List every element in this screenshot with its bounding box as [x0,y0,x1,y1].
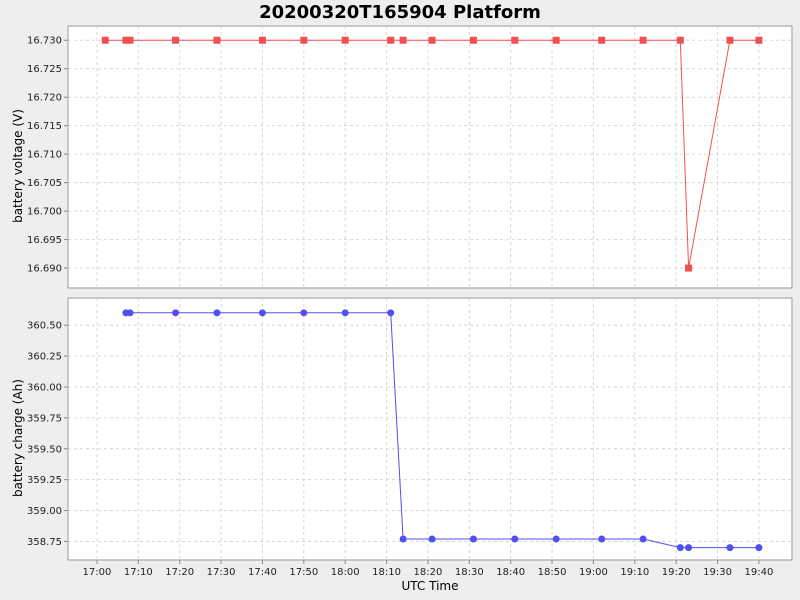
x-tick-label: 19:10 [620,567,649,578]
data-point-marker [399,36,407,44]
charge-series [122,309,763,552]
x-tick-label: 17:30 [207,567,236,578]
data-point-marker [639,36,647,44]
x-tick-label: 18:40 [496,567,525,578]
data-point-marker [552,36,560,44]
data-point-marker [469,535,477,543]
plot-charge-y-ticks: 360.50 360.25 360.00 359.75 359.50 359.25 359.… [27,321,68,548]
plot-voltage-background [67,25,793,289]
y-tick-label: 359.50 [27,444,62,455]
y-tick-label: 359.75 [27,413,62,424]
plot-charge: 360.50 360.25 360.00 359.75 359.50 359.25 359.… [11,297,793,561]
data-point-marker [755,544,763,552]
x-axis-ticks: 17:00 17:10 17:20 17:30 17:40 17:50 18:00 18:10… [83,560,773,578]
x-tick-label: 17:10 [124,567,153,578]
data-point-marker [387,309,395,317]
voltage-series [101,36,763,272]
data-point-marker [101,36,109,44]
plot-charge-background [67,297,793,561]
y-tick-label: 16.695 [27,235,62,246]
data-point-marker [755,36,763,44]
data-point-marker [676,544,684,552]
data-point-marker [428,36,436,44]
data-point-marker [341,36,349,44]
y-tick-label: 16.730 [27,36,62,47]
series-line [105,39,759,269]
data-point-marker [726,36,734,44]
x-tick-label: 19:40 [744,567,773,578]
y-tick-label: 358.75 [27,537,62,548]
plot-voltage-grid [68,26,792,288]
y-tick-label: 16.700 [27,207,62,218]
data-point-marker [387,36,395,44]
data-point-marker [685,544,693,552]
y-tick-label: 16.690 [27,264,62,275]
data-point-marker [341,309,349,317]
x-tick-label: 18:50 [538,567,567,578]
y-tick-label: 16.725 [27,64,62,75]
data-point-marker [172,309,180,317]
data-point-marker [511,36,519,44]
x-tick-label: 18:30 [455,567,484,578]
x-tick-label: 18:00 [331,567,360,578]
y-tick-label: 16.715 [27,121,62,132]
data-point-marker [126,36,134,44]
data-point-marker [552,535,560,543]
data-point-marker [399,535,407,543]
data-point-marker [428,535,436,543]
data-point-marker [511,535,519,543]
data-point-marker [213,36,221,44]
data-point-marker [258,309,266,317]
x-tick-label: 17:50 [289,567,318,578]
data-point-marker [469,36,477,44]
x-tick-label: 17:20 [165,567,194,578]
data-point-marker [598,535,606,543]
x-tick-label: 19:20 [662,567,691,578]
y-axis-label-charge: battery charge (Ah) [11,379,25,497]
data-point-marker [639,535,647,543]
y-tick-label: 360.50 [27,321,62,332]
x-tick-label: 19:00 [579,567,608,578]
x-tick-label: 18:20 [414,567,443,578]
data-point-marker [726,544,734,552]
data-point-marker [258,36,266,44]
data-point-marker [300,36,308,44]
y-tick-label: 359.00 [27,506,62,517]
data-point-marker [213,309,221,317]
plot-voltage: 16.730 16.725 16.720 16.715 16.710 16.705 16.7… [11,25,793,289]
y-tick-label: 16.710 [27,150,62,161]
x-tick-label: 17:40 [248,567,277,578]
y-tick-label: 359.25 [27,475,62,486]
data-point-marker [172,36,180,44]
x-tick-label: 19:30 [703,567,732,578]
data-point-marker [676,36,684,44]
y-tick-label: 16.705 [27,178,62,189]
plot-voltage-y-ticks: 16.730 16.725 16.720 16.715 16.710 16.705 16.7… [27,36,68,275]
x-tick-label: 17:00 [83,567,112,578]
data-point-marker [685,264,693,272]
y-tick-label: 360.25 [27,352,62,363]
y-tick-label: 16.720 [27,93,62,104]
data-point-marker [300,309,308,317]
y-tick-label: 360.00 [27,382,62,393]
data-point-marker [598,36,606,44]
x-axis-label: UTC Time [402,579,459,593]
y-axis-label-voltage: battery voltage (V) [11,109,25,223]
data-point-marker [126,309,134,317]
x-tick-label: 18:10 [372,567,401,578]
data-point-marker [122,36,130,44]
chart-title: 20200320T165904 Platform [259,2,541,23]
